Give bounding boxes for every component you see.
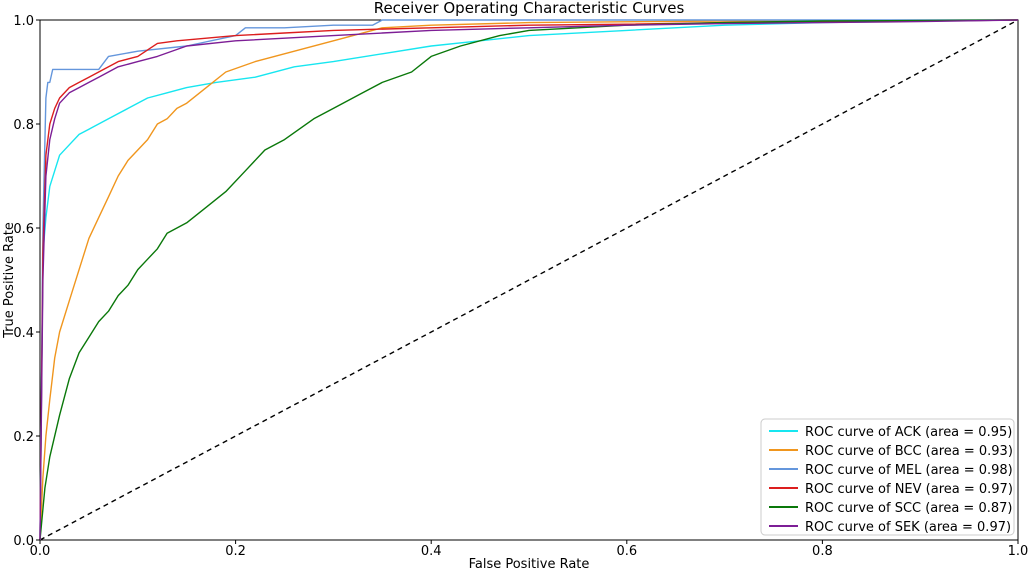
x-tick-label: 1.0 [1008, 544, 1029, 559]
series-line-0 [39, 19, 1019, 541]
legend-box [760, 418, 1015, 536]
y-tick-label: 0.8 [13, 118, 34, 133]
legend-label-3: ROC curve of NEV (area = 0.97) [805, 482, 1013, 497]
legend-label-5: ROC curve of SEK (area = 0.97) [805, 520, 1011, 535]
y-tick-label: 0.4 [13, 326, 34, 341]
x-axis-label: False Positive Rate [469, 557, 590, 572]
y-tick-label: 0.0 [13, 534, 34, 549]
legend-label-0: ROC curve of ACK (area = 0.95) [805, 425, 1012, 440]
series-line-1 [39, 19, 1019, 541]
x-tick-label: 0.6 [616, 544, 637, 559]
series-layer [39, 19, 1019, 541]
x-tick-label: 0.2 [225, 544, 246, 559]
series-line-5 [39, 19, 1019, 541]
legend: ROC curve of ACK (area = 0.95) ROC curve … [760, 418, 1015, 536]
series-line-4 [39, 19, 1019, 541]
x-tick-label: 0.8 [812, 544, 833, 559]
y-tick-label: 0.2 [13, 430, 34, 445]
legend-label-4: ROC curve of SCC (area = 0.87) [805, 501, 1012, 516]
y-axis-label: True Positive Rate [2, 222, 17, 339]
y-tick-label: 1.0 [13, 14, 34, 29]
x-tick-label: 0.0 [30, 544, 51, 559]
reference-diagonal-line [39, 19, 1019, 541]
axis-layer: 0.0 0.2 0.4 0.6 0.8 1.0 0.0 0.2 0.4 0.6 0.8 1.0 [13, 14, 1028, 559]
series-line-3 [39, 19, 1019, 541]
chart-title: Receiver Operating Characteristic Curves [374, 0, 685, 17]
legend-label-1: ROC curve of BCC (area = 0.93) [805, 444, 1013, 459]
legend-label-2: ROC curve of MEL (area = 0.98) [805, 463, 1013, 478]
x-tick-label: 0.4 [421, 544, 442, 559]
y-tick-label: 0.6 [13, 222, 34, 237]
